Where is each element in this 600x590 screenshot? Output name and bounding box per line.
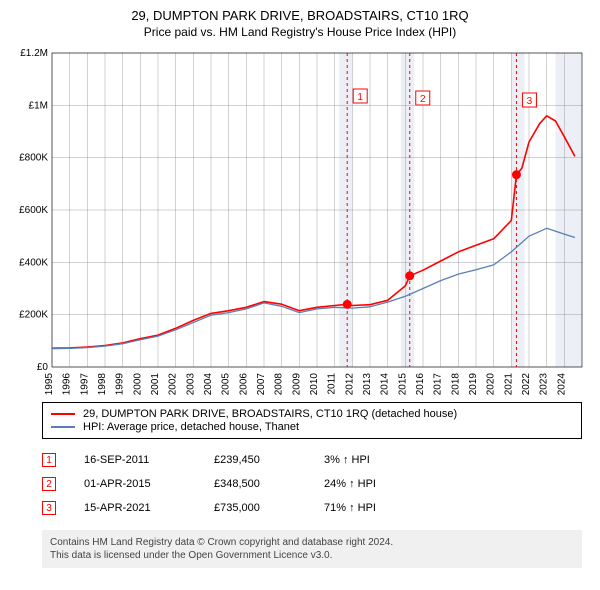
- sale-date: 16-SEP-2011: [84, 454, 214, 466]
- x-axis-label: 2003: [185, 373, 196, 396]
- sale-price: £239,450: [214, 454, 324, 466]
- x-axis-label: 2015: [397, 373, 408, 396]
- x-axis-label: 2001: [150, 373, 161, 396]
- y-axis-label: £400K: [19, 257, 48, 268]
- chart-svg: £0 £200K £400K £600K £800K £1M £1.2M 1995 1996 19…: [10, 45, 590, 405]
- legend-label: HPI: Average price, detached house, Than…: [83, 421, 299, 433]
- legend-swatch: [51, 426, 75, 428]
- y-axis-label: £1M: [29, 100, 48, 111]
- x-axis-label: 1995: [44, 373, 55, 396]
- x-axis-label: 2011: [327, 373, 338, 395]
- y-axis-label: £600K: [19, 205, 48, 216]
- x-axis-label: 1998: [97, 373, 108, 396]
- x-axis-label: 2009: [291, 373, 302, 396]
- x-axis-label: 1997: [79, 373, 90, 396]
- x-axis-label: 2023: [539, 373, 550, 396]
- x-axis-label: 2000: [132, 373, 143, 396]
- sale-marker-box: 1: [42, 453, 56, 467]
- x-axis-label: 2002: [168, 373, 179, 396]
- x-axis-label: 2017: [433, 373, 444, 396]
- x-axis-label: 2024: [556, 373, 567, 396]
- x-axis-label: 2013: [362, 373, 373, 396]
- event-marker-number: 2: [420, 94, 426, 105]
- price-chart: £0 £200K £400K £600K £800K £1M £1.2M 1995 1996 19…: [10, 45, 590, 405]
- sale-price: £348,500: [214, 478, 324, 490]
- x-axis-label: 2007: [256, 373, 267, 396]
- sale-date: 15-APR-2021: [84, 502, 214, 514]
- legend: 29, DUMPTON PARK DRIVE, BROADSTAIRS, CT1…: [42, 402, 582, 439]
- sale-price: £735,000: [214, 502, 324, 514]
- x-axis-label: 2020: [486, 373, 497, 396]
- legend-label: 29, DUMPTON PARK DRIVE, BROADSTAIRS, CT1…: [83, 408, 457, 420]
- sales-row: 3 15-APR-2021£735,00071% ↑ HPI: [42, 496, 582, 520]
- sales-table: 1 16-SEP-2011£239,4503% ↑ HPI 2 01-APR-2015…: [42, 448, 582, 520]
- sale-diff: 3% ↑ HPI: [324, 454, 444, 466]
- y-axis-label: £800K: [19, 153, 48, 164]
- page-subtitle: Price paid vs. HM Land Registry's House …: [10, 25, 590, 39]
- event-marker-number: 1: [357, 92, 363, 103]
- x-axis-label: 2004: [203, 373, 214, 396]
- legend-row: 29, DUMPTON PARK DRIVE, BROADSTAIRS, CT1…: [51, 408, 573, 420]
- y-axis-label: £0: [37, 362, 49, 373]
- x-axis-label: 2008: [274, 373, 285, 396]
- x-axis-label: 2010: [309, 373, 320, 396]
- x-axis-label: 1996: [62, 373, 73, 396]
- x-axis-label: 1999: [115, 373, 126, 396]
- sale-marker-box: 2: [42, 477, 56, 491]
- footnote: Contains HM Land Registry data © Crown c…: [42, 530, 582, 568]
- sales-row: 2 01-APR-2015£348,50024% ↑ HPI: [42, 472, 582, 496]
- footnote-line: Contains HM Land Registry data © Crown c…: [50, 536, 574, 549]
- x-axis-label: 2005: [221, 373, 232, 396]
- x-axis-label: 2021: [503, 373, 514, 396]
- x-axis-label: 2012: [344, 373, 355, 396]
- x-axis-label: 2014: [380, 373, 391, 396]
- sale-diff: 71% ↑ HPI: [324, 502, 444, 514]
- sales-row: 1 16-SEP-2011£239,4503% ↑ HPI: [42, 448, 582, 472]
- x-axis-label: 2018: [450, 373, 461, 396]
- event-marker-number: 3: [527, 96, 533, 107]
- sale-date: 01-APR-2015: [84, 478, 214, 490]
- footnote-line: This data is licensed under the Open Gov…: [50, 549, 574, 562]
- x-axis-label: 2016: [415, 373, 426, 396]
- x-axis-label: 2022: [521, 373, 532, 396]
- sale-diff: 24% ↑ HPI: [324, 478, 444, 490]
- series-hpi: [52, 228, 575, 348]
- sale-marker-box: 3: [42, 501, 56, 515]
- sale-point: [406, 272, 414, 280]
- legend-swatch: [51, 413, 75, 415]
- legend-row: HPI: Average price, detached house, Than…: [51, 421, 573, 433]
- sale-point: [343, 300, 351, 308]
- page-title: 29, DUMPTON PARK DRIVE, BROADSTAIRS, CT1…: [10, 8, 590, 23]
- x-axis-label: 2006: [238, 373, 249, 396]
- x-axis-label: 2019: [468, 373, 479, 396]
- series-price_paid: [52, 116, 575, 348]
- y-axis-label: £1.2M: [20, 48, 48, 59]
- y-axis-label: £200K: [19, 310, 48, 321]
- sale-point: [512, 171, 520, 179]
